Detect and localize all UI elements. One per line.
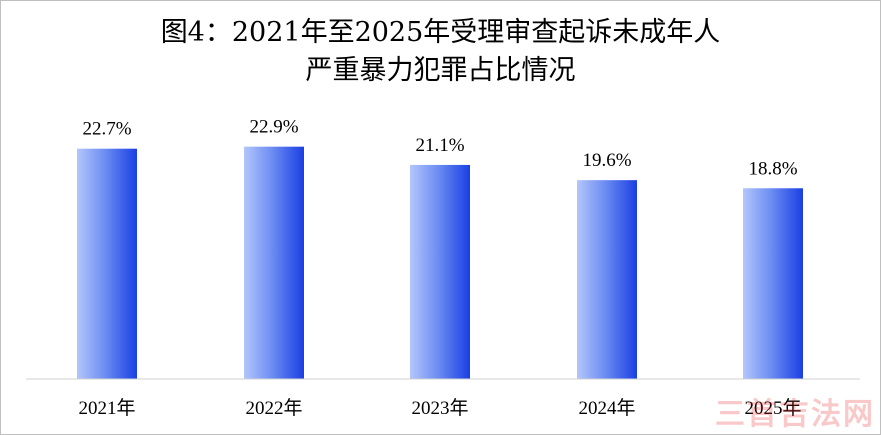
chart-title-line-2: 严重暴力犯罪占比情况	[305, 55, 576, 86]
category-label: 2021年	[78, 397, 135, 419]
category-label: 2024年	[578, 397, 635, 419]
data-label: 18.8%	[748, 158, 797, 179]
data-label: 22.7%	[82, 119, 131, 140]
bar-2025年	[743, 188, 803, 379]
data-label: 22.9%	[249, 117, 298, 138]
category-label: 2023年	[411, 397, 468, 419]
data-label: 21.1%	[415, 135, 464, 156]
bar-2023年	[410, 164, 470, 379]
category-label: 2025年	[744, 397, 801, 419]
bar-2021年	[77, 148, 137, 379]
watermark: 三首吉法网	[715, 397, 875, 432]
bar-2022年	[244, 146, 304, 379]
chart-title-line-1: 图4：2021年至2025年受理审查起诉未成年人	[160, 17, 721, 48]
bar-2024年	[577, 180, 637, 379]
data-label: 19.6%	[582, 150, 631, 171]
category-label: 2022年	[245, 397, 302, 419]
chart-title: 图4：2021年至2025年受理审查起诉未成年人 严重暴力犯罪占比情况	[0, 14, 881, 90]
